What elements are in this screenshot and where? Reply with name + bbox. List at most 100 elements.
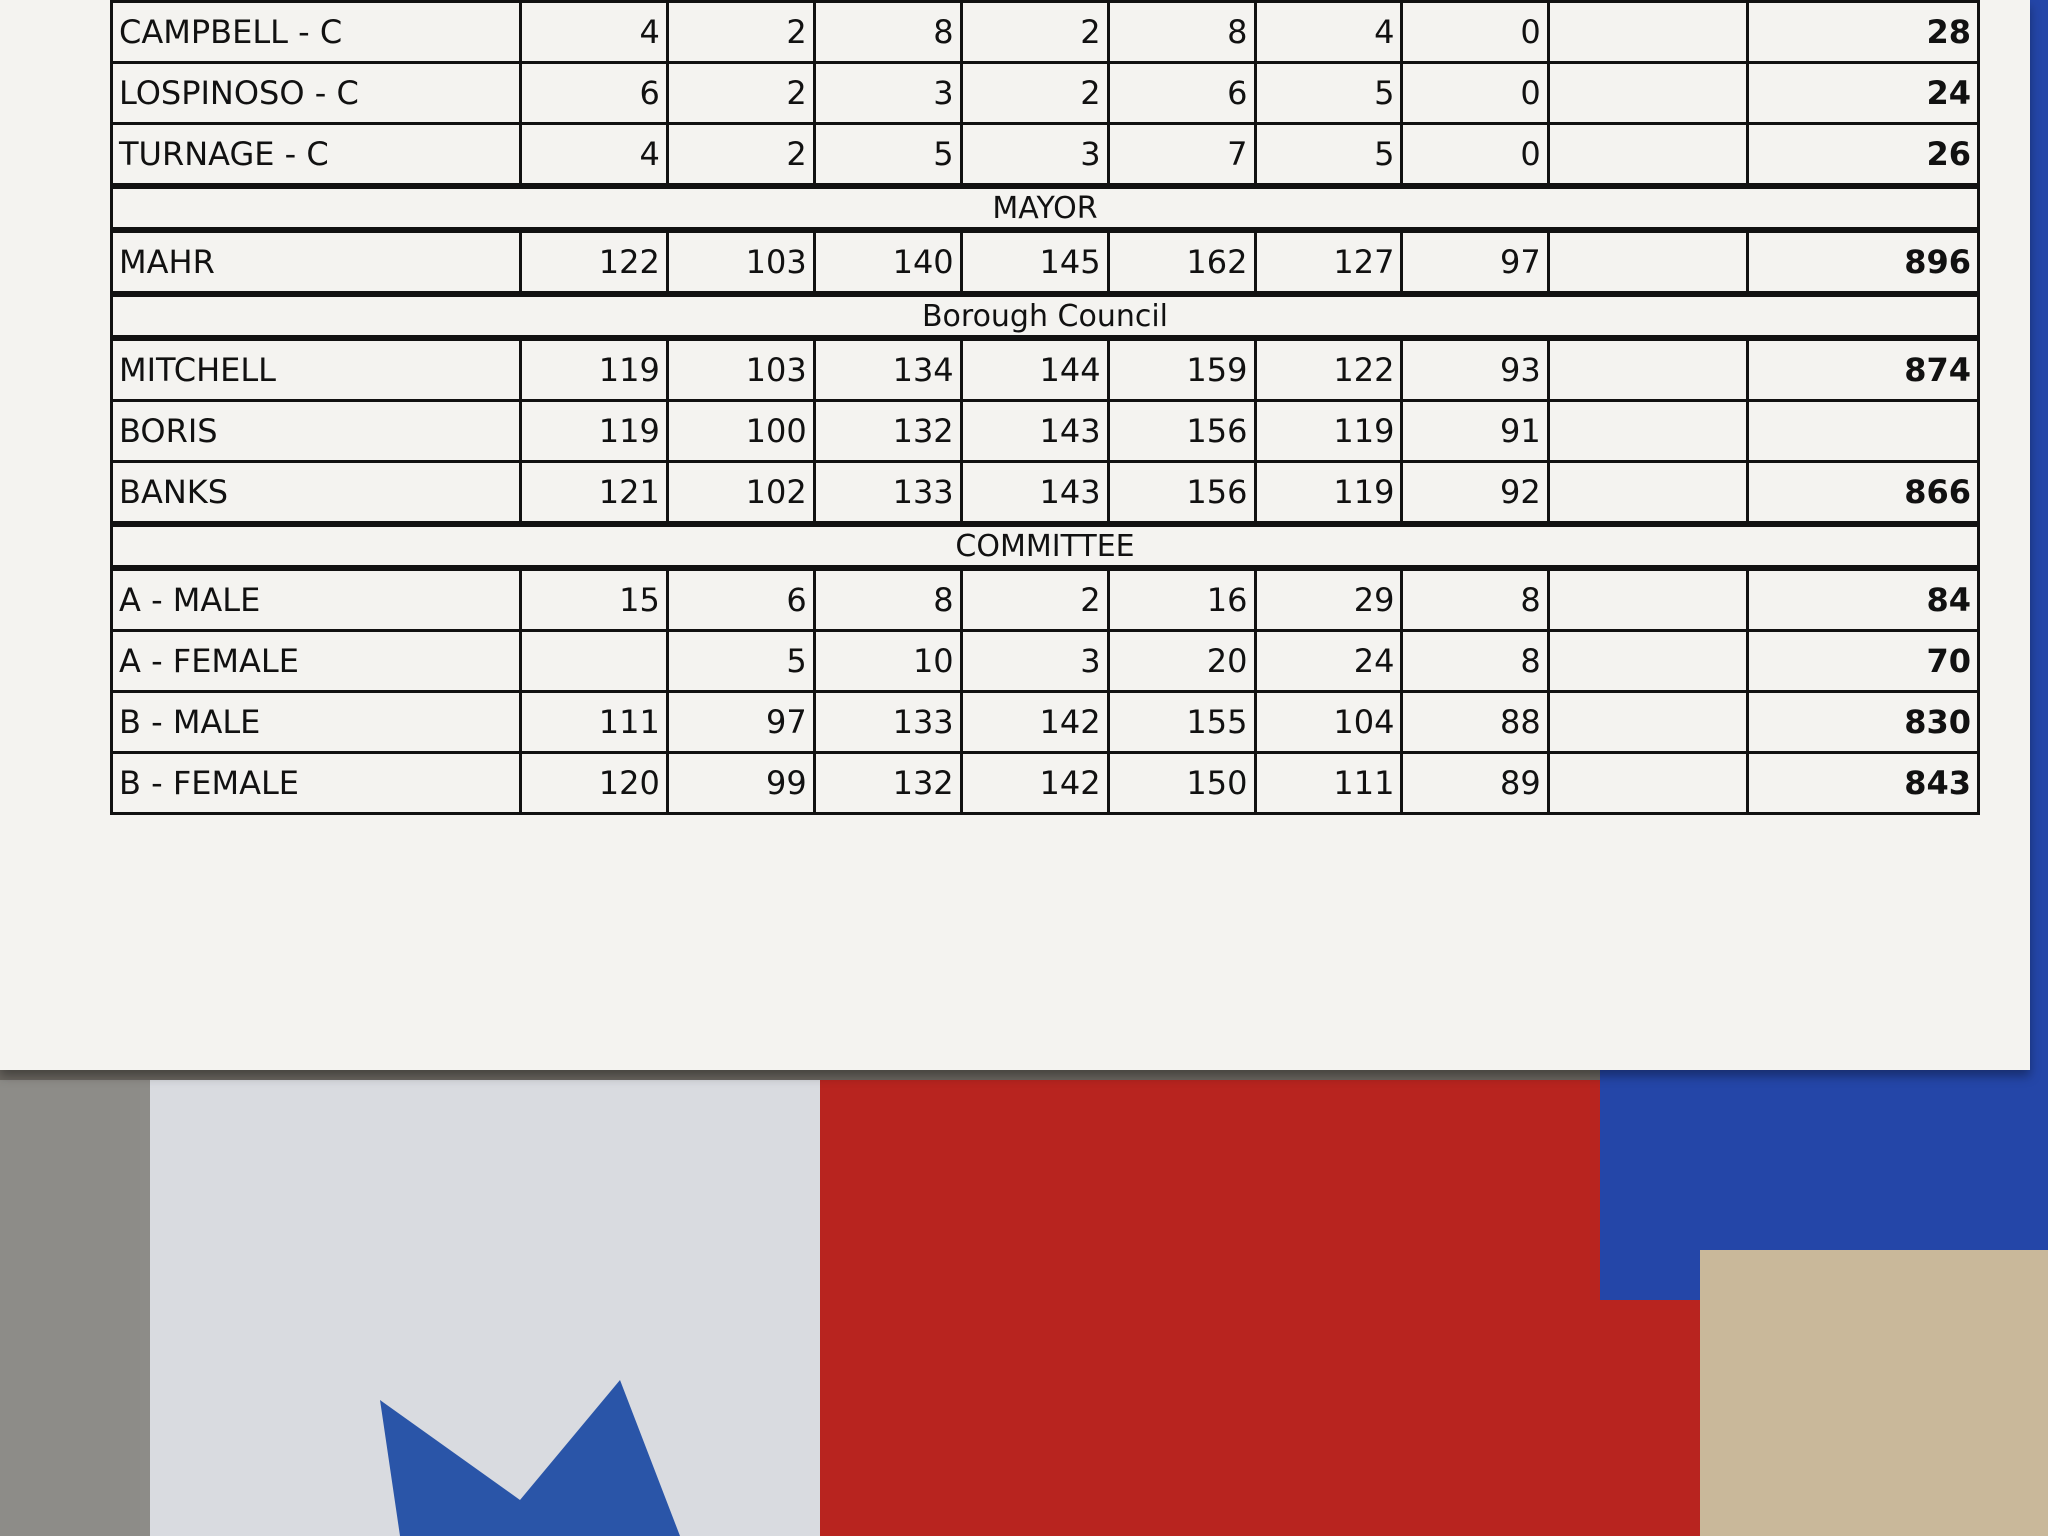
flag-star [380, 1380, 680, 1536]
vote-count: 93 [1400, 336, 1550, 402]
vote-count: 119 [1253, 399, 1404, 463]
vote-count: 5 [1253, 122, 1404, 188]
total-votes: 24 [1746, 61, 1980, 125]
empty-cell [1546, 0, 1750, 64]
total-votes: 70 [1746, 629, 1980, 693]
candidate-row: TURNAGE - C 4 2 5 3 7 5 0 26 [110, 122, 1980, 188]
empty-cell [1546, 751, 1750, 815]
vote-count: 3 [959, 122, 1110, 188]
vote-count: 6 [518, 61, 669, 125]
vote-count: 5 [1253, 61, 1404, 125]
vote-count: 145 [959, 228, 1110, 296]
candidate-name: TURNAGE - C [110, 122, 522, 188]
total-votes: 896 [1746, 228, 1980, 296]
vote-count: 5 [812, 122, 963, 188]
section-header-row: MAYOR [110, 183, 1980, 233]
candidate-name: B - FEMALE [110, 751, 522, 815]
candidate-name: CAMPBELL - C [110, 0, 522, 64]
vote-count: 6 [665, 566, 816, 632]
vote-count: 134 [812, 336, 963, 402]
total-votes: 28 [1746, 0, 1980, 64]
vote-count: 4 [518, 122, 669, 188]
vote-count: 2 [959, 61, 1110, 125]
vote-count: 100 [665, 399, 816, 463]
candidate-name: BORIS [110, 399, 522, 463]
candidate-name: MAHR [110, 228, 522, 296]
vote-count: 4 [518, 0, 669, 64]
vote-count: 89 [1400, 751, 1550, 815]
vote-count: 92 [1400, 460, 1550, 526]
vote-count: 6 [1106, 61, 1257, 125]
vote-count: 8 [1400, 629, 1550, 693]
candidate-row: BANKS 121 102 133 143 156 119 92 866 [110, 460, 1980, 526]
vote-count: 8 [1106, 0, 1257, 64]
section-header-row: Borough Council [110, 291, 1980, 341]
vote-count: 29 [1253, 566, 1404, 632]
vote-count: 155 [1106, 690, 1257, 754]
vote-count: 119 [518, 336, 669, 402]
vote-count: 150 [1106, 751, 1257, 815]
vote-count: 133 [812, 690, 963, 754]
vote-count: 2 [665, 61, 816, 125]
candidate-name: LOSPINOSO - C [110, 61, 522, 125]
background [1700, 1250, 2048, 1536]
vote-count: 10 [812, 629, 963, 693]
vote-count: 122 [518, 228, 669, 296]
empty-cell [1546, 690, 1750, 754]
vote-count: 140 [812, 228, 963, 296]
vote-count: 5 [665, 629, 816, 693]
candidate-row: A - FEMALE 5 10 3 20 24 8 70 [110, 629, 1980, 693]
total-votes [1746, 399, 1980, 463]
vote-count: 91 [1400, 399, 1550, 463]
vote-count: 132 [812, 399, 963, 463]
vote-count: 20 [1106, 629, 1257, 693]
total-votes: 866 [1746, 460, 1980, 526]
vote-count [518, 629, 669, 693]
vote-count: 16 [1106, 566, 1257, 632]
vote-count: 97 [1400, 228, 1550, 296]
empty-cell [1546, 336, 1750, 402]
vote-count: 0 [1400, 61, 1550, 125]
vote-count: 24 [1253, 629, 1404, 693]
vote-count: 127 [1253, 228, 1404, 296]
vote-count: 142 [959, 751, 1110, 815]
vote-count: 7 [1106, 122, 1257, 188]
candidate-row: CAMPBELL - C 4 2 8 2 8 4 0 28 [110, 0, 1980, 64]
vote-count: 2 [665, 122, 816, 188]
total-votes: 874 [1746, 336, 1980, 402]
vote-count: 119 [518, 399, 669, 463]
vote-count: 111 [1253, 751, 1404, 815]
vote-count: 2 [959, 0, 1110, 64]
vote-count: 0 [1400, 122, 1550, 188]
empty-cell [1546, 228, 1750, 296]
vote-count: 144 [959, 336, 1110, 402]
vote-count: 156 [1106, 460, 1257, 526]
vote-count: 4 [1253, 0, 1404, 64]
vote-count: 111 [518, 690, 669, 754]
empty-cell [1546, 460, 1750, 526]
vote-count: 8 [812, 566, 963, 632]
candidate-row: MITCHELL 119 103 134 144 159 122 93 874 [110, 336, 1980, 402]
candidate-row: B - FEMALE 120 99 132 142 150 111 89 843 [110, 751, 1980, 815]
vote-count: 97 [665, 690, 816, 754]
candidate-row: LOSPINOSO - C 6 2 3 2 6 5 0 24 [110, 61, 1980, 125]
vote-count: 99 [665, 751, 816, 815]
vote-count: 3 [812, 61, 963, 125]
vote-count: 122 [1253, 336, 1404, 402]
vote-count: 15 [518, 566, 669, 632]
candidate-name: MITCHELL [110, 336, 522, 402]
total-votes: 84 [1746, 566, 1980, 632]
flag-stripe [150, 1080, 830, 1536]
vote-count: 2 [959, 566, 1110, 632]
total-votes: 26 [1746, 122, 1980, 188]
vote-count: 119 [1253, 460, 1404, 526]
vote-count: 0 [1400, 0, 1550, 64]
vote-count: 120 [518, 751, 669, 815]
candidate-row: BORIS 119 100 132 143 156 119 91 [110, 399, 1980, 463]
vote-count: 103 [665, 336, 816, 402]
candidate-name: BANKS [110, 460, 522, 526]
empty-cell [1546, 629, 1750, 693]
candidate-name: A - FEMALE [110, 629, 522, 693]
candidate-name: A - MALE [110, 566, 522, 632]
